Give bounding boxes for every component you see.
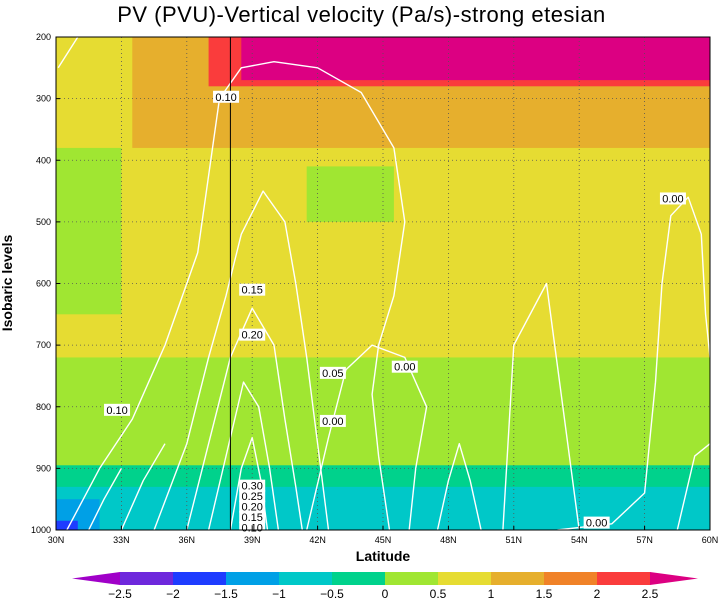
contour-label-bg — [239, 283, 266, 296]
velocity-contour-4 — [207, 381, 280, 530]
vertical-velocity-contours — [57, 37, 710, 530]
y-tick-label: 600 — [36, 279, 51, 289]
x-tick-label: 51N — [506, 535, 523, 545]
contour-label: 0.00 — [322, 416, 343, 428]
y-tick-label: 500 — [36, 217, 51, 227]
contour-label: 0.15 — [241, 512, 262, 524]
contour-label-bg — [583, 516, 610, 529]
pv-region-3 — [241, 37, 710, 81]
pv-region-5 — [306, 166, 394, 222]
y-tick-label: 400 — [36, 155, 51, 165]
contour-label: 0.15 — [241, 285, 262, 297]
velocity-contour-2 — [153, 190, 330, 530]
contour-label-bg — [239, 500, 266, 513]
colorbar-label: −1.5 — [214, 587, 238, 601]
contour-label: 0.10 — [215, 92, 236, 104]
pv-filled-contours — [56, 37, 710, 530]
contour-label-bg — [319, 414, 346, 427]
colorbar-label: −2 — [166, 587, 180, 601]
colorbar-segment — [279, 572, 333, 585]
y-tick-label: 300 — [36, 94, 51, 104]
contour-label: 0.00 — [662, 193, 683, 205]
colorbar-segment — [544, 572, 598, 585]
contour-label: 0.20 — [241, 502, 262, 514]
contour-label-bg — [391, 360, 418, 373]
x-axis-ticks: 30N 33N 36N 39N 42N 45N 48N 51N 54N 57N 60N — [48, 526, 719, 545]
colorbar-label: −2.5 — [108, 587, 132, 601]
colorbar-right-arrow — [650, 572, 698, 585]
velocity-contour-9 — [436, 443, 482, 530]
x-tick-label: 54N — [571, 535, 588, 545]
colorbar-segment — [173, 572, 227, 585]
x-tick-label: 33N — [113, 535, 130, 545]
contour-label-bg — [213, 90, 240, 103]
colorbar-segment — [385, 572, 439, 585]
velocity-contour-11 — [557, 196, 710, 530]
contour-label: 0.20 — [241, 330, 262, 342]
velocity-contour-0 — [57, 37, 79, 69]
y-tick-label: 700 — [36, 340, 51, 350]
colorbar: −2.5 −2 −1.5 −1 −0.5 0 0.5 1 1.5 2 2.5 — [72, 572, 698, 601]
velocity-contour-7 — [120, 443, 166, 530]
x-tick-label: 48N — [440, 535, 457, 545]
pv-region-4 — [56, 147, 122, 315]
colorbar-segment — [597, 572, 651, 585]
velocity-contour-1 — [66, 61, 406, 530]
y-tick-label: 1000 — [31, 525, 51, 535]
contour-label-bg — [104, 403, 131, 416]
colorbar-label: 0.5 — [430, 587, 447, 601]
contour-label: 0.05 — [322, 368, 343, 380]
y-axis-ticks: 200 300 400 500 600 700 800 900 1000 — [31, 32, 60, 535]
colorbar-label: 1 — [488, 587, 495, 601]
y-axis-label: Isobaric levels — [0, 235, 15, 332]
colorbar-label: −1 — [272, 587, 286, 601]
velocity-contour-3 — [186, 307, 303, 530]
contour-label: 0.25 — [241, 491, 262, 503]
contour-label-bg — [239, 490, 266, 503]
velocity-contour-10 — [502, 282, 580, 530]
x-tick-label: 39N — [244, 535, 261, 545]
colorbar-label: −0.5 — [320, 587, 344, 601]
x-tick-label: 30N — [48, 535, 65, 545]
contour-label-bg — [659, 192, 686, 205]
colorbar-segment — [491, 572, 545, 585]
colorbar-segment — [120, 572, 174, 585]
velocity-contour-12 — [676, 443, 710, 530]
contour-label-bg — [319, 366, 346, 379]
colorbar-left-arrow — [72, 572, 120, 585]
x-axis-label: Latitude — [356, 548, 411, 564]
x-tick-label: 57N — [636, 535, 653, 545]
contour-label: 0.30 — [241, 481, 262, 493]
colorbar-label: 2.5 — [642, 587, 659, 601]
contour-label-bg — [239, 511, 266, 524]
x-tick-label: 45N — [375, 535, 392, 545]
colorbar-label: 1.5 — [536, 587, 553, 601]
contour-label: 0.10 — [106, 405, 127, 417]
velocity-contour-6 — [88, 468, 123, 530]
contour-label-bg — [239, 479, 266, 492]
colorbar-segment — [226, 572, 280, 585]
colorbar-segment — [332, 572, 386, 585]
y-tick-label: 200 — [36, 32, 51, 42]
x-tick-label: 42N — [309, 535, 326, 545]
y-tick-label: 900 — [36, 463, 51, 473]
x-tick-label: 60N — [702, 535, 719, 545]
colorbar-label: 0 — [382, 587, 389, 601]
contour-label: 0.00 — [394, 362, 415, 374]
colorbar-segment — [438, 572, 492, 585]
contour-label: 0.00 — [586, 518, 607, 530]
chart-title: PV (PVU)-Vertical velocity (Pa/s)-strong… — [117, 2, 606, 27]
y-tick-label: 800 — [36, 402, 51, 412]
colorbar-label: 2 — [594, 587, 601, 601]
pv-region-10 — [56, 520, 78, 530]
x-tick-label: 36N — [179, 535, 196, 545]
contour-label-bg — [239, 328, 266, 341]
